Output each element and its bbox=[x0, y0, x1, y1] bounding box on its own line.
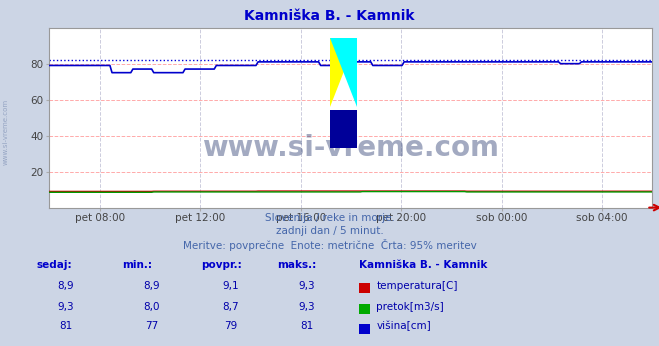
Text: 8,9: 8,9 bbox=[57, 281, 74, 291]
Text: zadnji dan / 5 minut.: zadnji dan / 5 minut. bbox=[275, 226, 384, 236]
Text: povpr.:: povpr.: bbox=[201, 260, 242, 270]
Text: Slovenija / reke in morje.: Slovenija / reke in morje. bbox=[264, 213, 395, 223]
Text: 8,0: 8,0 bbox=[143, 302, 160, 312]
Text: 8,9: 8,9 bbox=[143, 281, 160, 291]
Text: 8,7: 8,7 bbox=[222, 302, 239, 312]
Text: pretok[m3/s]: pretok[m3/s] bbox=[376, 302, 444, 312]
Text: Kamniška B. - Kamnik: Kamniška B. - Kamnik bbox=[359, 260, 488, 270]
Text: www.si-vreme.com: www.si-vreme.com bbox=[2, 98, 9, 165]
Polygon shape bbox=[330, 38, 357, 107]
Text: višina[cm]: višina[cm] bbox=[376, 321, 431, 331]
Text: 9,1: 9,1 bbox=[222, 281, 239, 291]
Text: 9,3: 9,3 bbox=[298, 281, 315, 291]
Text: Kamniška B. - Kamnik: Kamniška B. - Kamnik bbox=[244, 9, 415, 22]
Text: 81: 81 bbox=[300, 321, 313, 331]
Text: Meritve: povprečne  Enote: metrične  Črta: 95% meritev: Meritve: povprečne Enote: metrične Črta:… bbox=[183, 239, 476, 252]
Text: 81: 81 bbox=[59, 321, 72, 331]
Polygon shape bbox=[330, 38, 357, 107]
Text: 9,3: 9,3 bbox=[57, 302, 74, 312]
Text: 79: 79 bbox=[224, 321, 237, 331]
Text: 9,3: 9,3 bbox=[298, 302, 315, 312]
Bar bbox=[330, 110, 357, 148]
Text: temperatura[C]: temperatura[C] bbox=[376, 281, 458, 291]
Text: min.:: min.: bbox=[122, 260, 152, 270]
Text: 77: 77 bbox=[145, 321, 158, 331]
Text: sedaj:: sedaj: bbox=[36, 260, 72, 270]
Text: www.si-vreme.com: www.si-vreme.com bbox=[202, 134, 500, 162]
Text: maks.:: maks.: bbox=[277, 260, 316, 270]
